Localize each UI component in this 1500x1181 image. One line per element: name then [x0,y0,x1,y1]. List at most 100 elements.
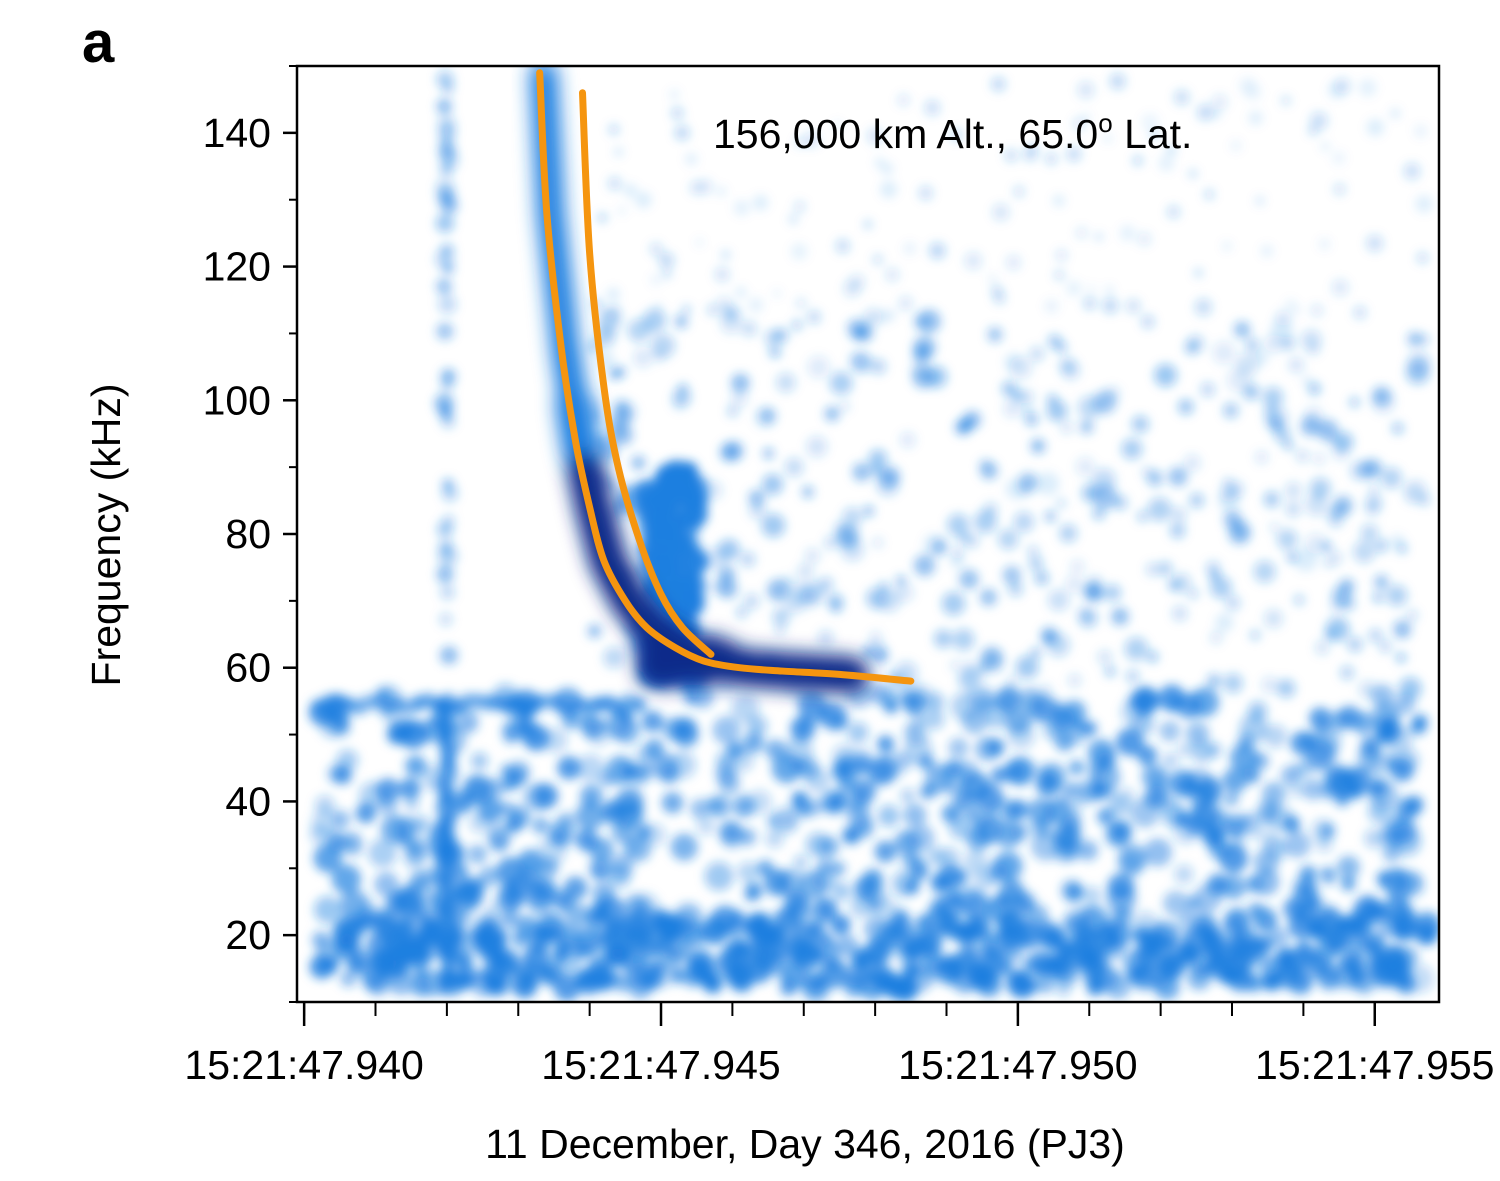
spectrogram-cell [1391,796,1419,824]
spectrogram-cell [1283,439,1294,451]
spectrogram-cell [575,801,605,831]
spectrogram-cell [914,915,933,934]
spectrogram-cell [1200,382,1216,398]
spectrogram-cell [1124,637,1149,661]
spectrogram-cell [818,836,840,857]
spectrogram-cell [1028,556,1044,571]
spectrogram-cell [1104,666,1116,677]
spectrogram-cell [924,99,941,116]
spectrogram-cell [665,462,685,482]
spectrogram-cell [632,347,653,368]
spectrogram-cell [1247,701,1268,721]
spectrogram-cell [608,864,631,888]
spectrogram-cell [1106,884,1137,915]
spectrogram-cell [404,846,427,869]
spectrogram-cell [439,162,454,177]
spectrogram-cell [1273,425,1291,443]
y-tick-label: 100 [203,377,271,423]
spectrogram-cell [1249,629,1261,641]
spectrogram-cell [1083,886,1102,905]
spectrogram-cell [321,957,339,975]
spectrogram-cell [1223,402,1239,419]
spectrogram-cell [752,194,769,211]
x-tick-label: 15:21:47.940 [184,1042,423,1088]
spectrogram-cell [654,302,663,312]
spectrogram-cell [441,414,456,429]
spectrogram-cell [721,250,731,260]
spectrogram-cell [1018,484,1032,497]
spectrogram-cell [331,864,361,894]
spectrogram-cell [1364,828,1384,849]
spectrogram-cell [1145,562,1160,577]
spectrogram-cell [1395,652,1407,663]
spectrogram-cell [716,186,727,197]
spectrogram-cell [1285,501,1302,518]
spectrogram-cell [871,896,899,924]
spectrogram-cell [1225,595,1241,611]
spectrogram-cell [1125,298,1141,314]
spectrogram-cell [1141,113,1159,131]
spectrogram-cell [1070,559,1085,574]
spectrogram-cell [744,887,759,902]
spectrogram-cell [843,827,861,845]
spectrogram-cell [1057,940,1074,957]
spectrogram-cell [803,131,819,148]
spectrogram-cell [1301,374,1313,386]
spectrogram-cell [1134,942,1161,968]
spectrogram-cell [1310,818,1335,842]
fit-curve-2 [579,89,715,658]
spectrogram-cell [1104,386,1121,402]
spectrogram-cell [730,389,748,408]
spectrogram-cell [1317,966,1342,991]
spectrogram-cell [455,952,473,971]
spectrogram-cell [941,591,966,616]
spectrogram-cell [1293,547,1318,572]
spectrogram-cell [557,756,581,780]
spectrogram-cell [1040,684,1052,696]
spectrogram-cell [1066,280,1082,297]
spectrogram-cell [830,914,851,935]
spectrogram-cell [879,466,900,487]
spectrogram-cell [677,382,689,394]
spectrogram-cell [1097,808,1115,825]
spectrogram-cell [818,576,834,593]
spectrogram-cell [1034,570,1049,586]
spectrogram-cell [1129,797,1160,828]
spectrogram-cell [870,358,887,375]
spectrogram-cell [1215,613,1234,632]
spectrogram-cell [1104,285,1115,295]
spectrogram-cell [1072,117,1086,131]
spectrogram-cell [1207,873,1229,896]
spectrogram-cell [1189,492,1205,508]
spectrogram-cell [755,935,783,964]
spectrogram-cell [1058,781,1088,811]
spectrogram-cell [831,603,842,614]
spectrogram-cell [1316,419,1339,442]
spectrogram-cell [1390,758,1414,782]
spectrogram-cell [704,546,728,571]
spectrogram-cell [887,310,897,320]
spectrogram-cell [668,751,696,779]
spectrogram-cell [1366,118,1384,137]
spectrogram-cell [1265,837,1288,860]
spectrogram-cell [903,803,927,827]
spectrogram-cell [454,708,479,733]
spectrogram-cell [950,554,964,569]
spectrogram-cell [413,964,429,980]
spectrogram-cell [832,120,843,131]
spectrogram-cell [795,297,807,309]
spectrogram-cell [1081,926,1100,945]
spectrogram-cell [1254,195,1265,206]
spectrogram-cell [1183,454,1201,472]
x-tick-label: 15:21:47.950 [898,1042,1137,1088]
spectrogram-cell [1320,781,1338,800]
spectrogram-cell [831,714,848,730]
spectrogram-cell [1235,926,1258,949]
spectrogram-cell [757,860,774,877]
spectrogram-cell [608,124,620,136]
spectrogram-cell [737,861,759,883]
spectrogram-cell [1386,585,1408,607]
spectrogram-cell [1030,438,1046,454]
spectrogram-cell [1396,974,1416,995]
spectrogram-cell [1312,452,1326,466]
